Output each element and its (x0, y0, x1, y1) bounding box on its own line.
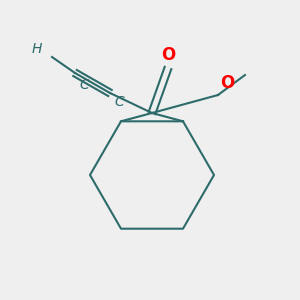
Text: C: C (114, 95, 124, 109)
Text: C: C (79, 78, 89, 92)
Text: O: O (161, 46, 175, 64)
Text: O: O (220, 74, 234, 92)
Text: H: H (32, 42, 42, 56)
